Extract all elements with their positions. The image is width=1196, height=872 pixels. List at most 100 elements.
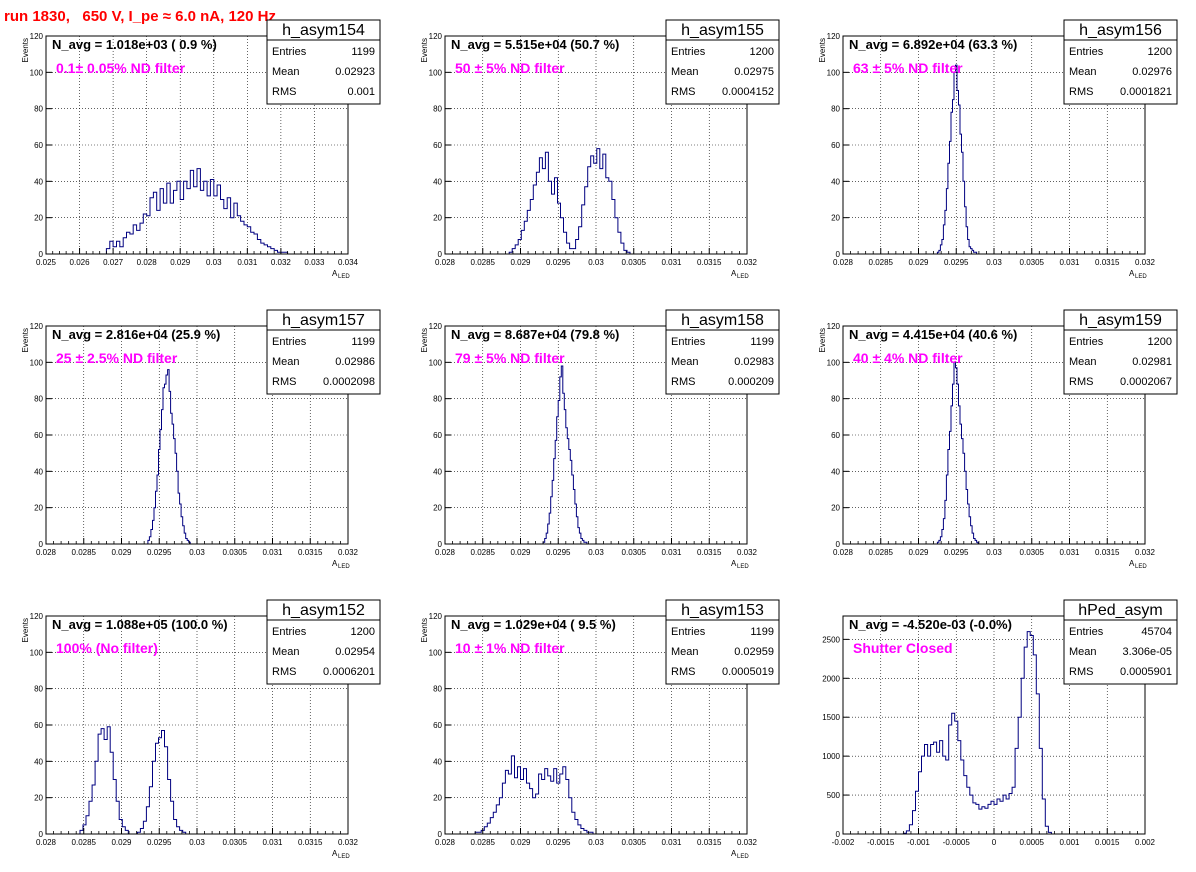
x-tick-label: 0.03 (986, 258, 1002, 267)
x-tick-label: -0.0005 (943, 838, 971, 847)
x-tick-label: 0.0285 (471, 548, 496, 557)
histogram-bars (147, 369, 194, 545)
x-axis-label: A (731, 269, 737, 278)
y-tick-label: 40 (34, 177, 43, 186)
stat-value: 0.02975 (734, 66, 774, 78)
x-tick-label: 0.0305 (1020, 258, 1045, 267)
histogram-bars (105, 168, 308, 255)
x-tick-label: 0.032 (271, 258, 292, 267)
x-tick-label: 0.033 (304, 258, 325, 267)
y-tick-label: 20 (34, 504, 43, 513)
x-tick-label: 0.0305 (622, 548, 647, 557)
y-tick-label: 120 (429, 612, 443, 621)
stat-value: 0.02954 (335, 646, 375, 658)
x-tick-label: 0.03 (588, 258, 604, 267)
x-axis-label-subscript: LED (1135, 274, 1147, 280)
histogram-name: hPed_asym (1078, 602, 1163, 619)
x-tick-label: 0.032 (338, 548, 359, 557)
stat-label: Mean (671, 646, 699, 658)
histogram-name: h_asym159 (1079, 312, 1162, 329)
x-axis-label-subscript: LED (338, 274, 350, 280)
x-tick-label: 0.032 (737, 548, 758, 557)
stat-label: Mean (272, 66, 300, 78)
x-tick-label: 0.03 (189, 838, 205, 847)
x-tick-label: 0.0295 (147, 548, 172, 557)
y-tick-label: 40 (433, 757, 442, 766)
stat-value: 0.02983 (734, 356, 774, 368)
y-tick-label: 40 (433, 467, 442, 476)
y-tick-label: 100 (827, 68, 841, 77)
y-tick-label: 20 (831, 504, 840, 513)
stat-value: 1199 (351, 46, 375, 58)
x-axis-label: A (332, 269, 338, 278)
x-tick-label: 0.0005 (1020, 838, 1045, 847)
histogram-name: h_asym154 (282, 22, 365, 39)
x-tick-label: 0.03 (206, 258, 222, 267)
y-axis-label: Events (420, 38, 429, 62)
y-tick-label: 120 (30, 612, 44, 621)
histogram-panel-h_asym152: 0.028 0.0285 0.029 0.0295 0.03 0.0305 0.031 0.0… (21, 599, 381, 860)
stat-label: Mean (1069, 66, 1097, 78)
stat-value: 0.02959 (734, 646, 774, 658)
navg-label: N_avg = 8.687e+04 (79.8 %) (451, 327, 619, 342)
histogram-name: h_asym152 (282, 602, 365, 619)
filter-annotation: 40 ± 4% ND filter (853, 350, 963, 366)
stats-box (266, 619, 381, 685)
stats-box (266, 39, 381, 105)
y-tick-label: 120 (429, 322, 443, 331)
y-tick-label: 2500 (822, 635, 840, 644)
x-tick-label: 0.0285 (869, 258, 894, 267)
y-tick-label: 120 (30, 322, 44, 331)
x-tick-label: 0.032 (737, 258, 758, 267)
x-axis-label: A (332, 559, 338, 568)
y-tick-label: 40 (34, 757, 43, 766)
navg-label: N_avg = 1.029e+04 ( 9.5 %) (451, 617, 616, 632)
y-tick-label: 60 (831, 431, 840, 440)
stat-value: 0.02981 (1132, 356, 1172, 368)
x-tick-label: 0.0285 (471, 258, 496, 267)
x-tick-label: 0.001 (1059, 838, 1080, 847)
x-tick-label: 0.029 (170, 258, 191, 267)
y-tick-label: 60 (433, 431, 442, 440)
stat-label: Entries (1069, 626, 1104, 638)
histogram-name: h_asym153 (681, 602, 764, 619)
x-tick-label: 0.0295 (147, 838, 172, 847)
y-tick-label: 40 (433, 177, 442, 186)
stat-value: 1199 (750, 626, 774, 638)
y-tick-label: 120 (30, 32, 44, 41)
stats-box (266, 329, 381, 395)
histogram-bars (79, 726, 189, 835)
x-tick-label: 0.03 (588, 548, 604, 557)
histogram-panel-h_asym156: 0.028 0.0285 0.029 0.0295 0.03 0.0305 0.031 0.0… (818, 19, 1178, 280)
x-tick-label: 0.0295 (546, 258, 571, 267)
y-tick-label: 0 (39, 250, 44, 259)
x-tick-label: 0.028 (435, 548, 456, 557)
histogram-panel-h_asym153: 0.028 0.0285 0.029 0.0295 0.03 0.0305 0.031 0.0… (420, 599, 780, 860)
histogram-bars (508, 148, 631, 254)
y-tick-label: 100 (827, 358, 841, 367)
x-axis-label-subscript: LED (1135, 564, 1147, 570)
x-tick-label: 0.027 (103, 258, 124, 267)
x-tick-label: 0.031 (1059, 258, 1080, 267)
stat-label: RMS (671, 376, 695, 388)
histogram-bars (936, 361, 983, 545)
x-axis-label-subscript: LED (737, 854, 749, 860)
y-tick-label: 20 (433, 504, 442, 513)
x-tick-label: 0.0315 (298, 838, 323, 847)
stat-label: RMS (1069, 86, 1093, 98)
x-tick-label: 0.029 (510, 548, 531, 557)
stat-label: Entries (272, 336, 307, 348)
x-tick-label: 0.028 (833, 258, 854, 267)
histogram-panel-h_asym155: 0.028 0.0285 0.029 0.0295 0.03 0.0305 0.031 0.0… (420, 19, 780, 280)
x-tick-label: -0.002 (832, 838, 855, 847)
x-tick-label: 0.0315 (1095, 548, 1120, 557)
x-tick-label: 0.028 (435, 838, 456, 847)
x-tick-label: 0.0285 (72, 548, 97, 557)
main-title: run 1830, 650 V, I_pe ≈ 6.0 nA, 120 Hz (4, 8, 276, 25)
stat-label: Mean (1069, 356, 1097, 368)
filter-annotation: 63 ± 5% ND filter (853, 60, 963, 76)
histogram-name: h_asym155 (681, 22, 764, 39)
x-tick-label: 0.0315 (697, 838, 722, 847)
y-axis-label: Events (420, 328, 429, 352)
stat-value: 0.000209 (728, 376, 774, 388)
